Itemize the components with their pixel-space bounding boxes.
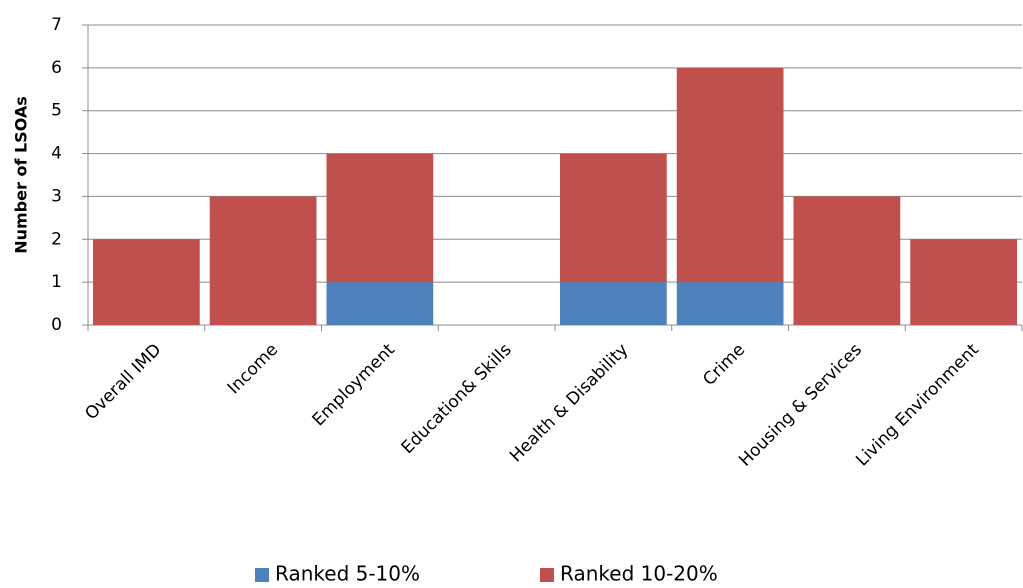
x-tick-label: Crime bbox=[699, 340, 749, 390]
bar-segment bbox=[560, 153, 667, 283]
bar-segment bbox=[910, 239, 1017, 325]
bar-segment bbox=[676, 67, 784, 283]
y-tick-label: 1 bbox=[51, 272, 62, 292]
y-tick-label: 0 bbox=[51, 315, 62, 335]
x-tick-label: Living Environment bbox=[852, 340, 983, 471]
x-tick-label: Employment bbox=[309, 340, 400, 431]
y-tick-label: 3 bbox=[51, 186, 62, 206]
bar-segment bbox=[326, 153, 434, 283]
legend-swatch bbox=[255, 568, 269, 582]
bar-segment bbox=[209, 196, 317, 325]
y-tick-label: 7 bbox=[51, 15, 62, 35]
legend-swatch bbox=[540, 568, 554, 582]
bar-segment bbox=[793, 196, 901, 325]
x-tick-label: Overall IMD bbox=[81, 340, 165, 424]
legend-label: Ranked 10-20% bbox=[560, 562, 718, 586]
x-tick-label: Education& Skills bbox=[398, 340, 516, 458]
y-tick-label: 2 bbox=[51, 229, 62, 249]
bar-segment bbox=[560, 282, 667, 325]
x-tick-label: Housing & Services bbox=[735, 340, 866, 471]
bar-segment bbox=[93, 239, 200, 325]
y-tick-label: 5 bbox=[51, 101, 62, 121]
y-tick-label: 4 bbox=[51, 144, 62, 164]
legend-label: Ranked 5-10% bbox=[275, 562, 420, 586]
y-axis-title: Number of LSOAs bbox=[12, 96, 31, 254]
bar-segment bbox=[676, 282, 784, 325]
bar-segment bbox=[326, 282, 434, 325]
x-tick-label: Health & Disability bbox=[506, 340, 632, 466]
y-tick-label: 6 bbox=[51, 58, 62, 78]
x-tick-label: Income bbox=[224, 340, 282, 398]
